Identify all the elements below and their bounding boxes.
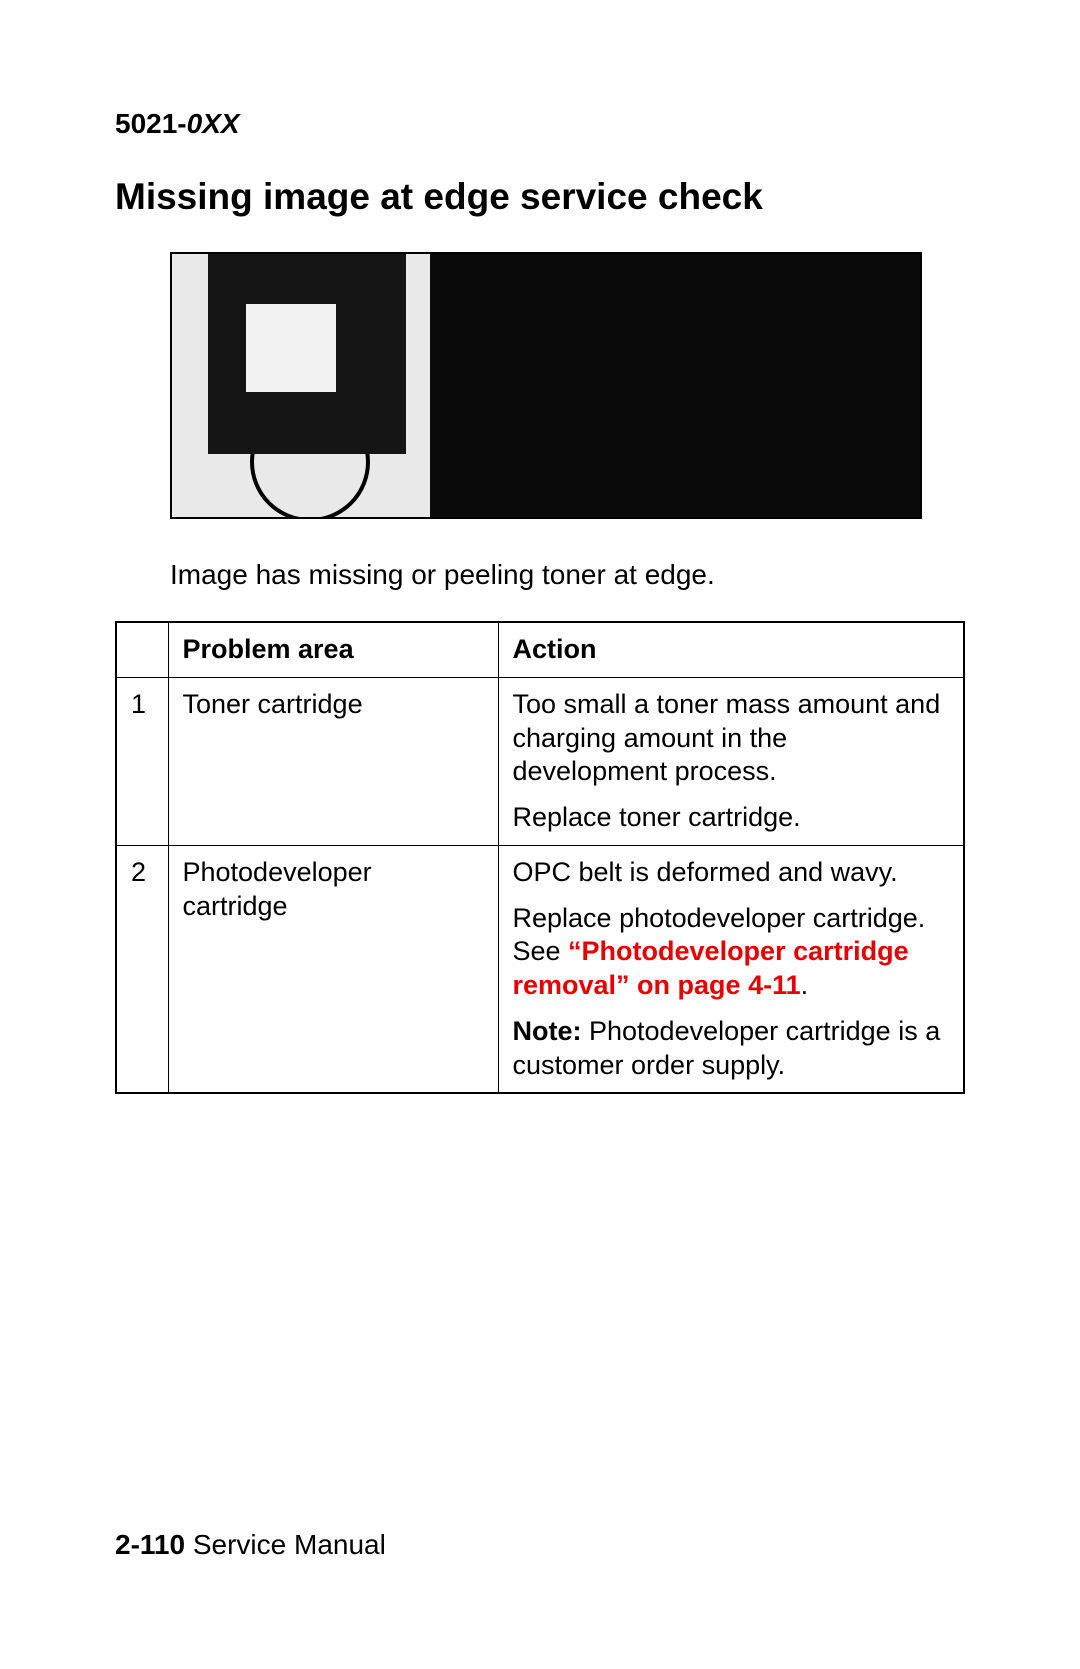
page-footer: 2-110 Service Manual	[115, 1529, 386, 1561]
figure-white-square	[246, 304, 336, 392]
table-header-row: Problem area Action	[116, 622, 964, 677]
service-check-table: Problem area Action 1 Toner cartridge To…	[115, 621, 965, 1094]
table-row: 2 Photodeveloper cartridge OPC belt is d…	[116, 845, 964, 1093]
row-number: 1	[116, 677, 168, 845]
page-number: 2-110	[115, 1529, 185, 1560]
action-text: Too small a toner mass amount and chargi…	[513, 688, 950, 789]
action-cell: Too small a toner mass amount and chargi…	[498, 677, 964, 845]
footer-label: Service Manual	[185, 1529, 386, 1560]
model-prefix: 5021-	[115, 108, 187, 139]
row-number: 2	[116, 845, 168, 1093]
model-suffix: 0XX	[187, 108, 240, 139]
table-header-action: Action	[498, 622, 964, 677]
table-row: 1 Toner cartridge Too small a toner mass…	[116, 677, 964, 845]
action-text: Replace photodeveloper cartridge. See “P…	[513, 902, 950, 1003]
table-header-blank	[116, 622, 168, 677]
action-text: OPC belt is deformed and wavy.	[513, 856, 950, 890]
cross-reference-link[interactable]: “Photodeveloper cartridge removal” on pa…	[513, 936, 909, 1000]
header-model-code: 5021-0XX	[115, 108, 965, 140]
action-text-post: .	[801, 970, 809, 1000]
action-cell: OPC belt is deformed and wavy. Replace p…	[498, 845, 964, 1093]
figure-right-solid	[430, 254, 920, 517]
note-label: Note:	[513, 1016, 590, 1046]
page: 5021-0XX Missing image at edge service c…	[0, 0, 1080, 1669]
table-header-problem: Problem area	[168, 622, 498, 677]
problem-cell: Photodeveloper cartridge	[168, 845, 498, 1093]
action-text: Replace toner cartridge.	[513, 801, 950, 835]
example-figure	[170, 252, 922, 519]
page-title: Missing image at edge service check	[115, 176, 965, 218]
figure-caption: Image has missing or peeling toner at ed…	[170, 559, 965, 591]
action-note: Note: Photodeveloper cartridge is a cust…	[513, 1015, 950, 1083]
problem-cell: Toner cartridge	[168, 677, 498, 845]
